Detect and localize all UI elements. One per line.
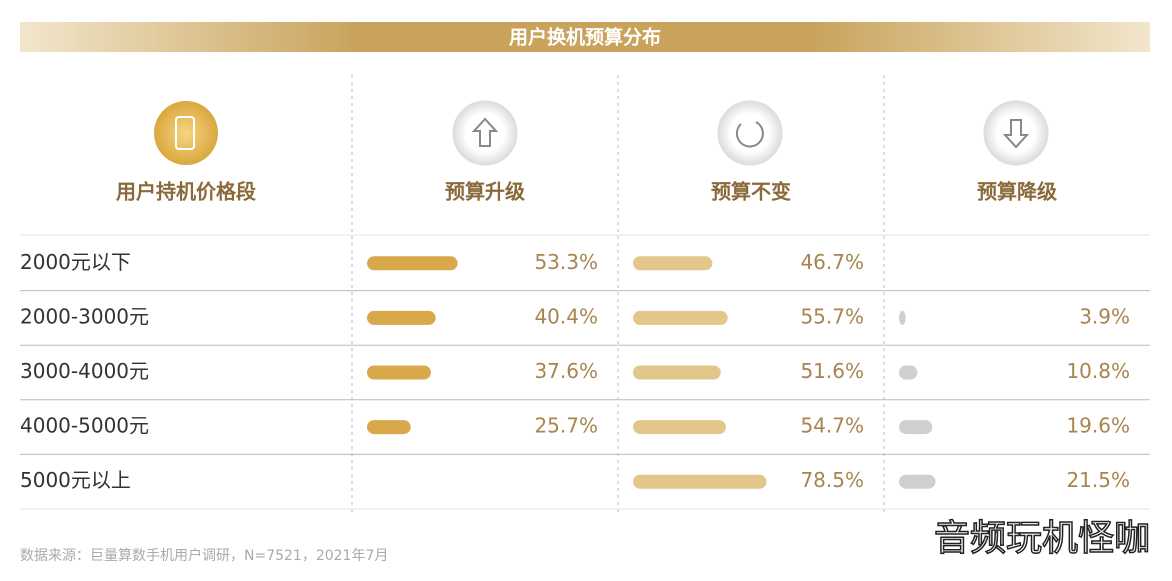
column-header: 预算不变 xyxy=(711,180,791,204)
bar xyxy=(367,310,436,325)
value-label: 21.5% xyxy=(1066,468,1130,492)
column-header: 预算升级 xyxy=(445,180,525,204)
value-label: 40.4% xyxy=(534,304,598,328)
bar xyxy=(899,310,906,325)
row-label: 4000-5000元 xyxy=(20,414,149,438)
value-label: 55.7% xyxy=(800,304,864,328)
bar xyxy=(633,420,726,435)
value-label: 78.5% xyxy=(800,468,864,492)
bar xyxy=(633,256,713,271)
source-note: 数据来源：巨量算数手机用户调研，N=7521，2021年7月 xyxy=(20,547,388,564)
value-label: 37.6% xyxy=(534,359,598,383)
value-label: 25.7% xyxy=(534,414,598,438)
bar xyxy=(899,365,918,380)
row-label: 2000-3000元 xyxy=(20,304,149,328)
value-label: 46.7% xyxy=(800,250,864,274)
column-dividers xyxy=(351,75,885,515)
row-label: 5000元以上 xyxy=(20,468,131,492)
column-header: 预算降级 xyxy=(977,180,1057,204)
row-label: 2000元以下 xyxy=(20,250,131,274)
value-label: 19.6% xyxy=(1066,414,1130,438)
same-icon xyxy=(717,100,783,166)
bar xyxy=(633,474,767,489)
bar xyxy=(899,474,936,489)
value-label: 10.8% xyxy=(1066,359,1130,383)
bar xyxy=(367,420,411,435)
bar xyxy=(367,365,431,380)
title-band xyxy=(20,22,1150,52)
value-label: 54.7% xyxy=(800,414,864,438)
down-icon xyxy=(983,100,1049,166)
watermark: 音频玩机怪咖 xyxy=(934,518,1150,559)
chart-title: 用户换机预算分布 xyxy=(509,26,661,49)
bar xyxy=(633,310,728,325)
row-label: 3000-4000元 xyxy=(20,359,149,383)
value-label: 51.6% xyxy=(800,359,864,383)
cycle-arrow xyxy=(735,121,764,148)
phone-shape xyxy=(175,116,195,150)
up-icon xyxy=(452,100,518,166)
down-arrow xyxy=(1002,119,1030,149)
category-header: 用户持机价格段 xyxy=(116,180,256,204)
bar xyxy=(899,420,933,435)
value-label: 3.9% xyxy=(1079,304,1130,328)
phone-icon xyxy=(154,101,218,165)
bar xyxy=(633,365,721,380)
bar xyxy=(367,256,458,271)
value-label: 53.3% xyxy=(534,250,598,274)
up-arrow xyxy=(471,117,499,147)
